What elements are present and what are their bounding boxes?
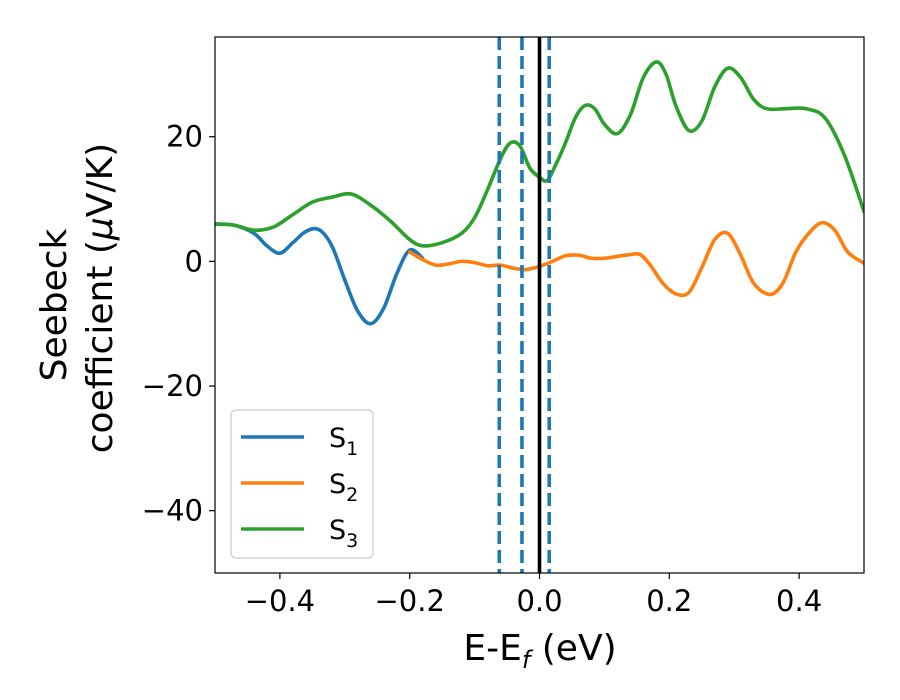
- series-line-s1: [215, 222, 425, 326]
- y-axis-ticks: −40 −20 0 20: [142, 120, 215, 528]
- series-layer: [215, 60, 864, 326]
- y-tick-label: −20: [142, 369, 203, 403]
- vline-layer: [497, 37, 552, 573]
- x-axis-ticks: −0.4 −0.2 0.0 0.2 0.4: [245, 573, 822, 618]
- x-tick-label: 0.2: [646, 584, 692, 618]
- series-line-s3: [215, 60, 864, 248]
- legend-label-s2: S2: [329, 469, 358, 506]
- x-axis-label: E-Ef (eV): [463, 628, 616, 674]
- x-tick-label: −0.2: [374, 584, 444, 618]
- legend-label-s1: S1: [329, 423, 358, 460]
- y-axis-label-line1: Seebeck: [34, 228, 75, 381]
- x-tick-label: 0.4: [776, 584, 822, 618]
- y-axis-label-line2: coefficient (μV/K): [80, 143, 121, 453]
- x-tick-label: −0.4: [245, 584, 315, 618]
- legend-label-s3: S3: [329, 515, 358, 552]
- y-tick-label: 0: [185, 244, 203, 278]
- y-axis-label: Seebeck coefficient (μV/K): [34, 143, 121, 453]
- y-tick-label: 20: [166, 120, 203, 154]
- y-tick-label: −40: [142, 494, 203, 528]
- x-tick-label: 0.0: [516, 584, 562, 618]
- legend: S1 S2 S3: [230, 409, 374, 559]
- series-line-s2: [407, 220, 864, 298]
